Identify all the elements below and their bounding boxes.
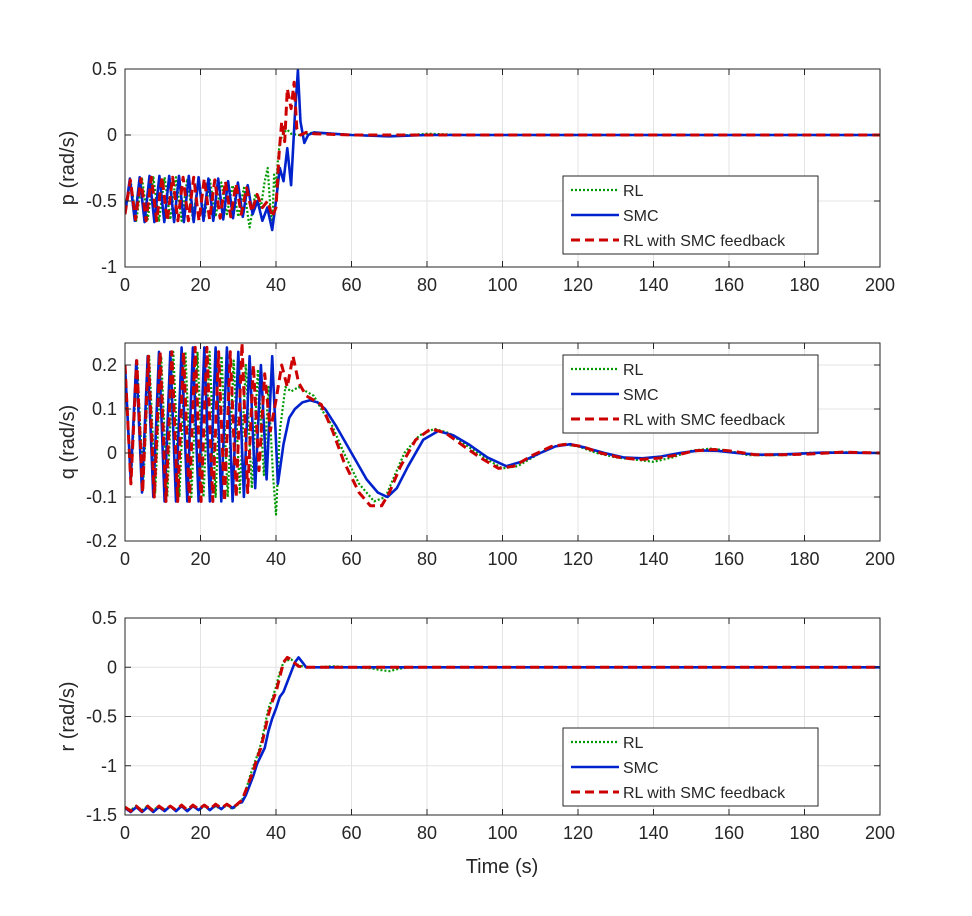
y-tick-label: 0.5 (92, 608, 117, 628)
series-line-rl-with-smc-feedback (125, 655, 880, 813)
legend-entry-label: RL with SMC feedback (623, 785, 786, 802)
x-tick-label: 120 (563, 275, 593, 295)
x-tick-label: 160 (714, 275, 744, 295)
x-tick-label: 0 (120, 549, 130, 569)
panel-r: 0 20 40 60 80 100 120 140 160 180 200 -1.5 -1 -0.5 0 0.… (57, 608, 895, 843)
x-tick-label: 40 (266, 823, 286, 843)
panel-p: 0 20 40 60 80 100 120 140 160 180 200 -1 -0.5 0 0.5 p (… (57, 59, 895, 295)
x-tick-label: 40 (266, 275, 286, 295)
legend: RL SMC RL with SMC feedback (562, 354, 819, 434)
panel-q: 0 20 40 60 80 100 120 140 160 180 200 -0.2 -0.1 0 0.1 0… (57, 342, 895, 569)
x-tick-label: 60 (341, 823, 361, 843)
y-tick-label: -0.1 (86, 487, 117, 507)
x-tick-label: 20 (190, 549, 210, 569)
y-tick-label: 0.2 (92, 355, 117, 375)
x-tick-label: 120 (563, 823, 593, 843)
series-line-smc (125, 69, 880, 232)
x-tick-label: 140 (638, 549, 668, 569)
x-tick-label: 20 (190, 275, 210, 295)
series-group (125, 343, 880, 516)
legend-entry-label: SMC (623, 387, 659, 404)
x-tick-label: 60 (341, 275, 361, 295)
x-tick-label: 20 (190, 823, 210, 843)
x-tick-label: 100 (487, 823, 517, 843)
y-tick-label: 0 (107, 125, 117, 145)
y-tick-label: -0.5 (86, 191, 117, 211)
y-tick-label: -0.2 (86, 531, 117, 551)
x-tick-label: 160 (714, 549, 744, 569)
x-tick-label: 80 (417, 275, 437, 295)
series-line-smc (125, 656, 880, 814)
x-tick-label: 80 (417, 549, 437, 569)
series-group (125, 69, 880, 232)
x-tick-label: 140 (638, 823, 668, 843)
y-tick-label: 0.5 (92, 59, 117, 79)
y-axis-label: p (rad/s) (57, 131, 79, 205)
legend: RL SMC RL with SMC feedback (562, 727, 819, 807)
x-tick-label: 200 (865, 549, 895, 569)
legend-entry-label: RL (623, 362, 644, 379)
series-line-rl-with-smc-feedback (125, 343, 880, 508)
x-tick-label: 180 (789, 549, 819, 569)
series-line-rl-with-smc-feedback (125, 80, 880, 223)
y-tick-label: -1 (101, 257, 117, 277)
x-tick-label: 100 (487, 275, 517, 295)
x-tick-label: 0 (120, 275, 130, 295)
legend-entry-label: SMC (623, 760, 659, 777)
y-tick-label: -1.5 (86, 805, 117, 825)
legend-entry-label: SMC (623, 208, 659, 225)
legend: RL SMC RL with SMC feedback (562, 175, 819, 255)
y-axis-label: q (rad/s) (57, 405, 79, 479)
x-tick-label: 80 (417, 823, 437, 843)
legend-entry-label: RL with SMC feedback (623, 233, 786, 250)
legend-entry-label: RL (623, 735, 644, 752)
series-line-smc (125, 346, 880, 503)
legend-entry-label: RL (623, 183, 644, 200)
y-tick-label: 0 (107, 443, 117, 463)
legend-entry-label: RL with SMC feedback (623, 412, 786, 429)
x-tick-label: 60 (341, 549, 361, 569)
x-tick-label: 140 (638, 275, 668, 295)
x-tick-label: 180 (789, 823, 819, 843)
x-tick-label: 0 (120, 823, 130, 843)
x-tick-label: 40 (266, 549, 286, 569)
x-tick-label: 120 (563, 549, 593, 569)
y-tick-label: -1 (101, 756, 117, 776)
x-tick-label: 200 (865, 275, 895, 295)
y-axis-label: r (rad/s) (57, 682, 79, 752)
x-tick-label: 200 (865, 823, 895, 843)
y-tick-label: 0.1 (92, 399, 117, 419)
x-tick-label: 160 (714, 823, 744, 843)
x-tick-label: 100 (487, 549, 517, 569)
series-line-rl (125, 128, 880, 229)
x-tick-label: 180 (789, 275, 819, 295)
x-axis-label: Time (s) (466, 856, 539, 878)
y-tick-label: 0 (107, 657, 117, 677)
y-tick-label: -0.5 (86, 707, 117, 727)
series-group (125, 655, 880, 814)
